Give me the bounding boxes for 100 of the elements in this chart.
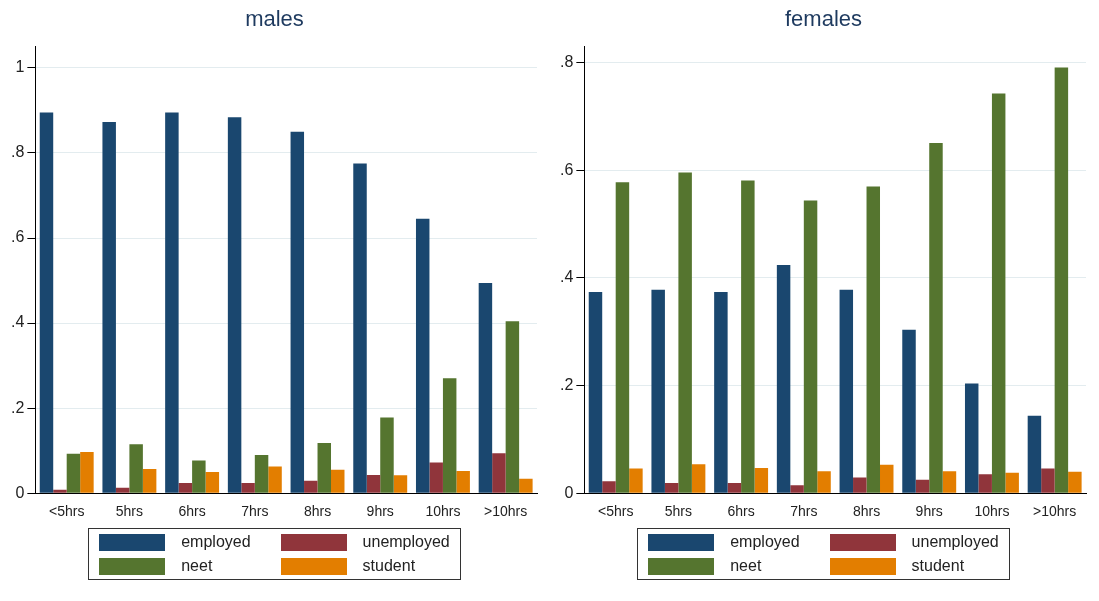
bar xyxy=(268,466,282,493)
bar xyxy=(1041,468,1055,493)
bar xyxy=(615,182,630,493)
y-tick-label: .4 xyxy=(560,268,574,286)
bar xyxy=(678,172,692,493)
bar xyxy=(1005,472,1019,493)
bar xyxy=(942,471,957,493)
bar xyxy=(205,471,220,493)
bar xyxy=(178,482,193,493)
x-tick-label: <5hrs xyxy=(597,503,634,520)
legend-label: neet xyxy=(730,557,762,575)
x-tick-label: 7hrs xyxy=(241,503,269,520)
y-tick-label: .2 xyxy=(560,375,574,393)
x-tick-label: 7hrs xyxy=(790,503,818,520)
bar xyxy=(991,93,1006,493)
bar xyxy=(776,265,791,493)
bar xyxy=(929,142,943,493)
bar xyxy=(664,482,679,493)
legend-label: employed xyxy=(181,533,251,551)
bar xyxy=(519,478,533,493)
legend-label: unemployed xyxy=(362,533,450,551)
bar xyxy=(192,460,206,493)
legend-label: unemployed xyxy=(911,533,999,551)
bar xyxy=(115,487,130,493)
bar xyxy=(1068,471,1082,493)
bar xyxy=(129,444,143,493)
y-tick-label: .6 xyxy=(11,228,25,246)
x-tick-label: 8hrs xyxy=(303,503,332,520)
bar xyxy=(241,482,255,493)
bar xyxy=(866,186,881,493)
bar xyxy=(102,121,116,493)
bar xyxy=(741,180,755,493)
legend-label: student xyxy=(362,557,416,575)
bar xyxy=(803,200,818,493)
bar xyxy=(978,474,992,493)
x-tick-label: 8hrs xyxy=(852,503,881,520)
bar xyxy=(902,329,916,493)
x-tick-label: <5hrs xyxy=(48,503,85,520)
x-tick-label: 10hrs xyxy=(425,503,461,520)
bar xyxy=(380,417,394,493)
bar xyxy=(588,291,603,493)
bar xyxy=(691,464,706,493)
x-tick-label: 9hrs xyxy=(915,503,943,520)
y-tick-label: 1 xyxy=(15,58,25,76)
bar xyxy=(964,383,979,493)
y-tick-label: .4 xyxy=(11,313,25,331)
bar xyxy=(1027,415,1042,493)
bar xyxy=(853,477,867,493)
bar xyxy=(227,117,242,493)
chart-title: males xyxy=(245,5,304,33)
bar xyxy=(714,291,728,493)
bar xyxy=(442,378,457,493)
bar xyxy=(53,489,67,493)
bar xyxy=(142,468,157,493)
bar xyxy=(304,480,318,493)
bar xyxy=(331,469,345,493)
x-tick-label: >10hrs xyxy=(484,503,528,520)
bar xyxy=(290,131,305,493)
x-tick-label: 10hrs xyxy=(974,503,1010,520)
y-tick-label: 0 xyxy=(15,483,25,501)
bar xyxy=(1054,67,1069,493)
bar xyxy=(790,485,804,493)
bar xyxy=(817,471,831,493)
x-tick-label: 5hrs xyxy=(115,503,144,520)
bar xyxy=(629,468,643,493)
bar xyxy=(839,289,854,493)
bar xyxy=(456,471,470,493)
x-tick-label: 5hrs xyxy=(664,503,693,520)
bar xyxy=(165,112,179,493)
bar xyxy=(754,467,769,493)
x-tick-label: 6hrs xyxy=(178,503,206,520)
bar xyxy=(317,443,332,493)
bar xyxy=(415,218,430,493)
y-tick-label: .6 xyxy=(560,160,574,178)
y-tick-label: .8 xyxy=(11,143,25,161)
bar xyxy=(429,462,443,493)
bar xyxy=(254,454,269,493)
x-tick-label: 6hrs xyxy=(727,503,755,520)
bar xyxy=(393,475,408,493)
x-tick-label: >10hrs xyxy=(1033,503,1077,520)
bar xyxy=(602,481,616,493)
bar xyxy=(66,453,81,493)
bar xyxy=(366,474,381,493)
bar xyxy=(915,479,930,493)
bar xyxy=(478,283,493,493)
bar xyxy=(880,464,894,493)
bar xyxy=(39,112,54,493)
x-tick-label: 9hrs xyxy=(366,503,394,520)
bar xyxy=(353,163,367,493)
bar xyxy=(727,482,742,493)
bar xyxy=(651,289,665,493)
y-tick-label: 0 xyxy=(564,483,574,501)
bar xyxy=(80,451,94,493)
y-tick-label: .2 xyxy=(11,398,25,416)
y-tick-label: .8 xyxy=(560,53,574,71)
chart-title: females xyxy=(784,5,863,33)
bar xyxy=(492,453,506,493)
legend-label: student xyxy=(911,557,965,575)
legend-label: employed xyxy=(730,533,800,551)
bar xyxy=(505,321,520,493)
